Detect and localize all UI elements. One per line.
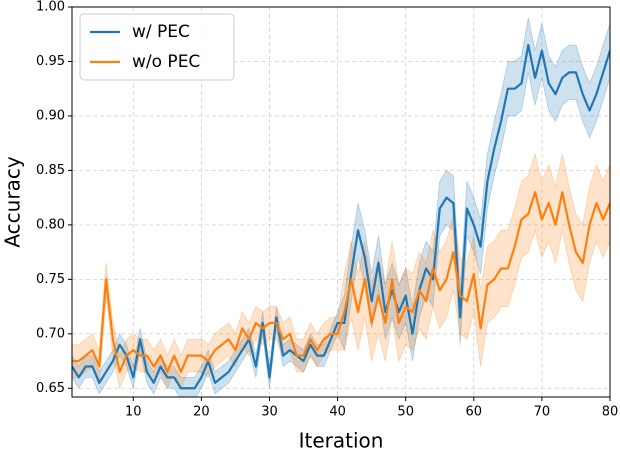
y-tick-label: 0.95	[36, 54, 65, 69]
x-axis-label: Iteration	[299, 429, 384, 453]
x-tick-label: 10	[125, 405, 142, 420]
plot-frame	[71, 6, 611, 398]
x-tick-label: 30	[261, 405, 278, 420]
y-tick-label: 0.65	[36, 381, 65, 396]
y-tick-label: 1.00	[36, 0, 65, 15]
y-tick-label: 0.75	[36, 272, 65, 287]
y-tick-label: 0.70	[36, 326, 65, 341]
x-tick-label: 80	[602, 405, 619, 420]
x-tick-label: 20	[193, 405, 210, 420]
y-tick-label: 0.80	[36, 217, 65, 232]
y-tick-label: 0.90	[36, 108, 65, 123]
x-tick-label: 60	[466, 405, 483, 420]
line	[72, 191, 610, 374]
y-tick-label: 0.85	[36, 163, 65, 178]
legend-label: w/o PEC	[132, 52, 200, 72]
legend-label: w/ PEC	[132, 22, 190, 42]
legend-box	[79, 13, 235, 81]
legend: w/ PEC w/o PEC	[79, 13, 235, 81]
plot-area	[72, 17, 610, 397]
confidence-band	[72, 152, 610, 390]
x-tick-label: 70	[534, 405, 551, 420]
x-tick-label: 40	[329, 405, 346, 420]
y-axis-label: Accuracy	[1, 156, 25, 247]
x-tick-label: 50	[397, 405, 414, 420]
